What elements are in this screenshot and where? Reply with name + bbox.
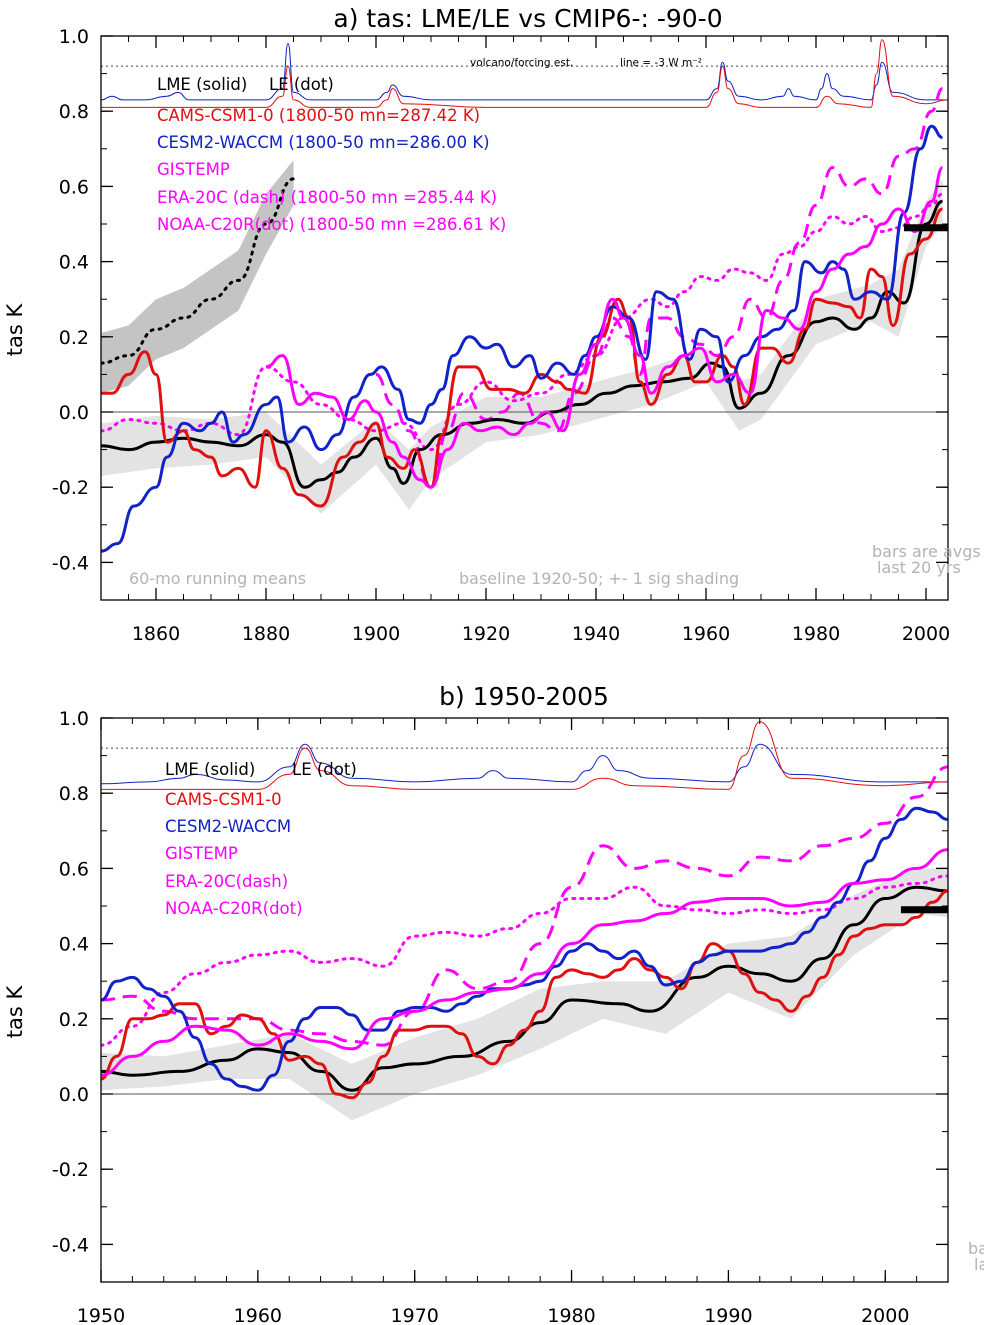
panel-b-note-bars-1: ba (968, 1239, 984, 1258)
b-ytick-label: 0.2 (59, 1009, 89, 1031)
a-series-lme-solid- (101, 199, 943, 489)
panel-a: a) tas: LME/LE vs CMIP6-: -90-0 tas K 1.… (3, 4, 981, 645)
a-xtick-label: 1960 (682, 623, 730, 645)
a-series-era-20c-dash- (375, 87, 944, 489)
panel-b-legend-header-solid: LME (solid) (165, 760, 255, 779)
b-ytick-label: 1.0 (59, 708, 89, 730)
b-series-volcano-cams (101, 721, 948, 790)
panel-a-legend-gistemp: GISTEMP (157, 160, 230, 179)
a-band-1 (101, 160, 294, 394)
a-series-noaa-c20r-dot- (101, 192, 944, 452)
panel-a-axes: 1.0 0.8 0.6 0.4 0.2 0.0 -0.2 -0.4 1860 1880 1900 19… (52, 26, 950, 645)
a-series-cams-csm1-0 (101, 207, 944, 508)
b-xtick-label: 1960 (234, 1305, 282, 1325)
b-xtick-label: 1990 (704, 1305, 752, 1325)
panel-b-legend-noaa: NOAA-C20R(dot) (165, 899, 303, 918)
a-xtick-label: 2000 (902, 623, 950, 645)
panel-a-legend-cesm: CESM2-WACCM (1800-50 mn=286.00 K) (157, 133, 490, 152)
a-ytick-label: 0.2 (59, 327, 89, 349)
b-ytick-label: 0.4 (59, 934, 89, 956)
b-xtick-label: 1980 (547, 1305, 595, 1325)
a-frame (100, 35, 949, 601)
b-series-cesm2-waccm (101, 806, 948, 1092)
b-ytick-label: -0.2 (52, 1159, 89, 1181)
a-xtick-label: 1940 (572, 623, 620, 645)
b-xtick-label: 1950 (77, 1305, 125, 1325)
panel-a-forcing-line-label: line = -3 W m⁻² (620, 57, 702, 69)
panel-b-legend-gistemp: GISTEMP (165, 844, 238, 863)
panel-a-ylabel: tas K (3, 303, 27, 357)
a-ytick-label: -0.2 (52, 477, 89, 499)
b-frame (100, 717, 949, 1283)
panel-a-note-running-mean: 60-mo running means (129, 569, 306, 588)
b-band-0 (101, 868, 948, 1121)
panel-a-legend-header-solid: LME (solid) (157, 75, 247, 94)
panel-b-legend-cams: CAMS-CSM1-0 (165, 790, 282, 809)
b-series-gistemp (101, 848, 948, 1077)
panel-a-title: a) tas: LME/LE vs CMIP6-: -90-0 (333, 4, 722, 33)
a-xtick-label: 1980 (792, 623, 840, 645)
panel-a-note-baseline: baseline 1920-50; +- 1 sig shading (459, 569, 739, 588)
panel-b-axes: 1.0 0.8 0.6 0.4 0.2 0.0 -0.2 -0.4 1950 1960 1970 19… (52, 708, 949, 1325)
a-xtick-label: 1880 (242, 623, 290, 645)
a-ytick-label: 0.4 (59, 252, 89, 274)
panel-a-volcano-label: volcano/forcing est. (470, 57, 573, 69)
b-series-lme-solid- (101, 885, 948, 1092)
panel-a-legend-cams: CAMS-CSM1-0 (1800-50 mn=287.42 K) (157, 106, 480, 125)
a-ytick-label: -0.4 (52, 552, 89, 574)
panel-b-legend-cesm: CESM2-WACCM (165, 817, 291, 836)
panel-a-legend-header-dot: LE (dot) (269, 75, 334, 94)
panel-b-plot-area (101, 721, 948, 1121)
b-ytick-label: -0.4 (52, 1234, 89, 1256)
panel-a-legend-era20c: ERA-20C (dash) (1800-50 mn =285.44 K) (157, 188, 497, 207)
a-series-gistemp (265, 166, 944, 489)
a-ytick-label: 0.6 (59, 176, 89, 198)
a-series-le-dot- (101, 177, 295, 365)
panel-b-note-bars-2: la (974, 1255, 984, 1274)
b-xtick-label: 1970 (391, 1305, 439, 1325)
a-ytick-label: 0.0 (59, 402, 89, 424)
b-ytick-label: 0.0 (59, 1084, 89, 1106)
b-ytick-label: 0.6 (59, 858, 89, 880)
panel-a-plot-area (101, 39, 948, 553)
panel-b-ylabel: tas K (3, 985, 27, 1039)
a-series-cesm2-waccm (101, 124, 943, 553)
a-series-volcano-cesm (101, 42, 948, 101)
b-xtick-label: 2000 (861, 1305, 909, 1325)
a-xtick-label: 1900 (352, 623, 400, 645)
panel-a-legend-noaa: NOAA-C20R(dot) (1800-50 mn =286.61 K) (157, 215, 506, 234)
a-xtick-label: 1920 (462, 623, 510, 645)
a-xtick-label: 1860 (132, 623, 180, 645)
panel-b-legend-header-dot: LE (dot) (292, 760, 357, 779)
b-series-volcano-cesm (101, 743, 948, 785)
panel-a-note-bars-1: bars are avgs (872, 542, 981, 561)
a-ytick-label: 0.8 (59, 101, 89, 123)
b-series-era-20c-dash- (101, 765, 948, 1047)
panel-b-legend-era20c: ERA-20C(dash) (165, 872, 288, 891)
a-series-volcano-cams (101, 39, 948, 108)
b-ytick-label: 0.8 (59, 783, 89, 805)
a-ytick-label: 1.0 (59, 26, 89, 48)
panel-b-title: b) 1950-2005 (439, 682, 609, 711)
b-series-noaa-c20r-dot- (101, 874, 948, 1047)
panel-b: b) 1950-2005 tas K 1.0 0.8 0.6 0.4 0.2 0.0 -0.… (3, 682, 984, 1325)
b-series-cams-csm1-0 (101, 889, 948, 1100)
panel-a-note-bars-2: last 20 yrs (877, 558, 961, 577)
